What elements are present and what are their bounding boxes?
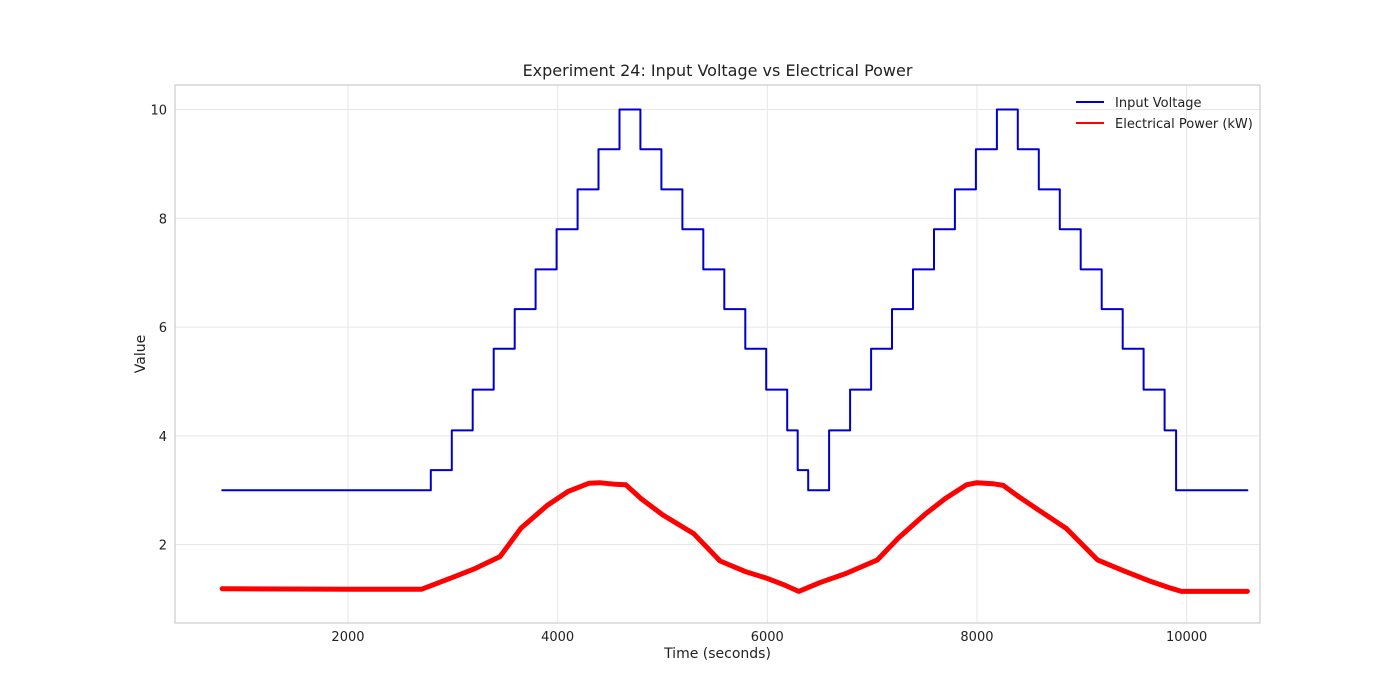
grid <box>175 85 1260 623</box>
chart-title: Experiment 24: Input Voltage vs Electric… <box>523 61 913 80</box>
x-axis-label: Time (seconds) <box>663 646 771 662</box>
y-tick-label: 2 <box>159 539 167 554</box>
legend-label: Input Voltage <box>1115 96 1202 111</box>
y-axis-label: Value <box>133 335 149 373</box>
x-tick-label: 2000 <box>331 630 364 645</box>
tick-labels: 2000 4000 6000 8000 10000 2 4 6 8 10 <box>150 103 1207 645</box>
x-tick-label: 10000 <box>1166 630 1207 645</box>
y-tick-label: 10 <box>150 103 167 118</box>
plot-frame <box>174 84 1261 624</box>
series-line-input-voltage <box>221 108 1249 492</box>
x-tick-label: 8000 <box>960 630 993 645</box>
y-tick-label: 4 <box>159 430 167 445</box>
series-line-electrical-power <box>219 480 1250 594</box>
series-layer <box>219 108 1250 594</box>
x-tick-label: 4000 <box>541 630 574 645</box>
y-tick-label: 6 <box>159 321 167 336</box>
legend-label: Electrical Power (kW) <box>1115 117 1253 132</box>
y-tick-label: 8 <box>159 212 167 227</box>
x-tick-label: 6000 <box>751 630 784 645</box>
legend: Input Voltage Electrical Power (kW) <box>1076 96 1253 132</box>
